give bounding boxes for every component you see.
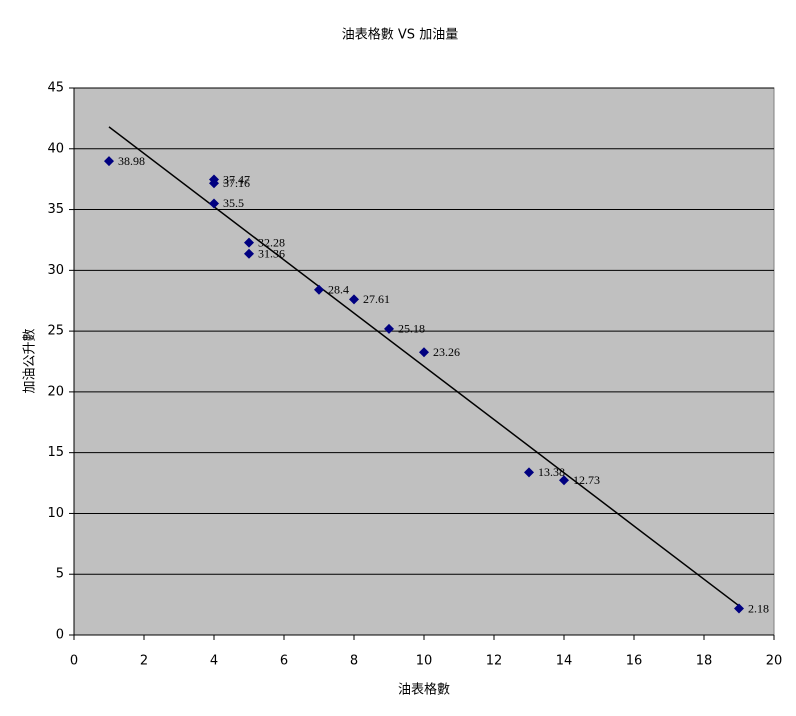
data-point — [209, 198, 219, 209]
data-label: 12.73 — [573, 473, 600, 487]
data-label: 37.47 — [223, 172, 250, 186]
x-tick-label: 0 — [70, 654, 78, 669]
y-tick-label: 0 — [56, 628, 64, 643]
data-point — [559, 475, 569, 486]
y-tick-label: 5 — [56, 567, 64, 582]
data-label: 27.61 — [363, 292, 390, 306]
y-tick-label: 30 — [47, 263, 64, 278]
x-tick-label: 4 — [210, 654, 218, 669]
y-tick-label: 25 — [47, 324, 64, 339]
data-point — [734, 603, 744, 614]
data-label: 2.18 — [748, 601, 769, 615]
data-label: 38.98 — [118, 154, 145, 168]
y-axis-label: 加油公升數 — [23, 328, 38, 393]
data-label: 28.4 — [328, 283, 349, 297]
data-label: 32.28 — [258, 235, 285, 249]
data-label: 23.26 — [433, 345, 460, 359]
data-point — [419, 347, 429, 358]
data-point — [244, 237, 254, 248]
x-axis-label: 油表格數 — [398, 682, 450, 698]
x-tick-label: 8 — [350, 654, 358, 669]
x-tick-label: 6 — [280, 654, 288, 669]
data-point — [314, 284, 324, 295]
y-tick-label: 45 — [47, 81, 64, 96]
x-tick-label: 14 — [556, 654, 573, 669]
y-tick-label: 10 — [47, 506, 64, 521]
data-label: 31.36 — [258, 247, 285, 261]
data-point — [524, 467, 534, 478]
y-tick-label: 35 — [47, 202, 64, 217]
data-point — [384, 323, 394, 334]
data-label: 37.16 — [223, 176, 250, 190]
x-tick-label: 18 — [696, 654, 713, 669]
y-tick-label: 20 — [47, 384, 64, 399]
data-point — [209, 178, 219, 189]
data-point — [244, 248, 254, 259]
data-label: 13.38 — [538, 465, 565, 479]
data-label: 35.5 — [223, 196, 244, 210]
y-tick-label: 40 — [47, 141, 64, 156]
data-point — [349, 294, 359, 305]
x-tick-label: 16 — [626, 654, 643, 669]
x-tick-label: 10 — [416, 654, 433, 669]
x-tick-label: 2 — [140, 654, 148, 669]
x-tick-label: 20 — [766, 654, 783, 669]
data-point — [104, 156, 114, 167]
chart-title: 油表格數 VS 加油量 — [342, 27, 458, 43]
x-tick-label: 12 — [486, 654, 503, 669]
data-label: 25.18 — [398, 322, 425, 336]
y-tick-label: 15 — [47, 445, 64, 460]
